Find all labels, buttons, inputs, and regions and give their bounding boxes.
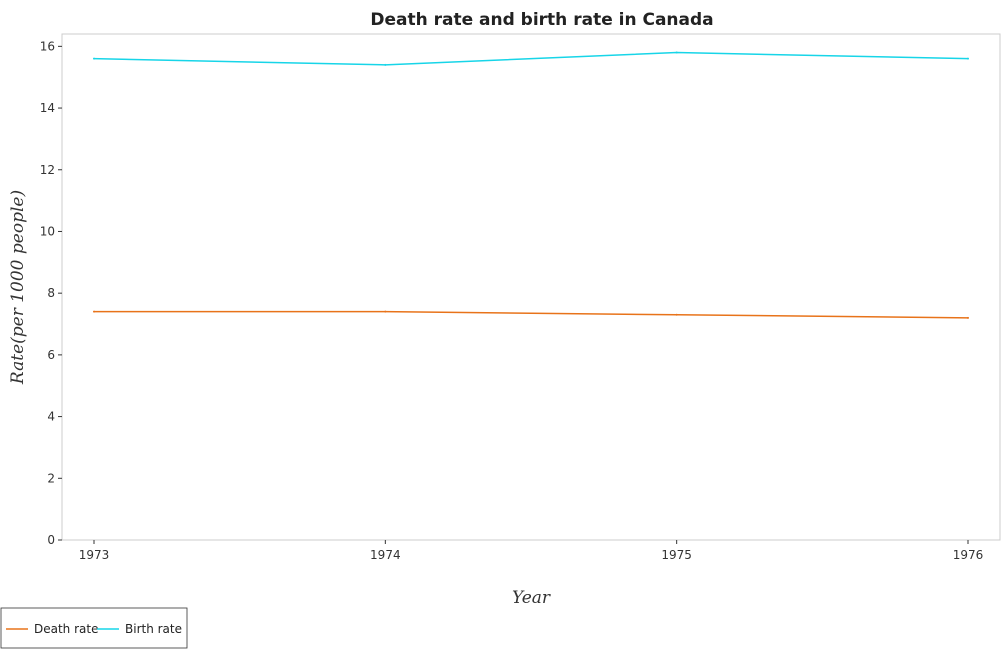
data-point-death-rate xyxy=(675,313,678,316)
y-tick-label: 10 xyxy=(40,224,55,238)
chart-title: Death rate and birth rate in Canada xyxy=(370,10,713,30)
y-tick-label: 2 xyxy=(47,471,55,485)
y-tick-label: 4 xyxy=(47,410,55,424)
y-axis: 0 2 4 6 8 10 12 14 16 xyxy=(40,39,62,547)
legend: Death rate Birth rate xyxy=(0,607,188,649)
data-point-birth-rate xyxy=(384,63,387,66)
data-point-death-rate xyxy=(967,316,969,319)
plot-area xyxy=(61,33,1001,541)
x-tick-label: 1976 xyxy=(953,548,984,562)
series-line-death-rate xyxy=(94,310,969,319)
data-point-death-rate xyxy=(384,310,387,313)
x-tick-label: 1973 xyxy=(79,548,110,562)
y-tick-label: 6 xyxy=(47,348,55,362)
legend-label-death-rate: Death rate xyxy=(34,622,98,636)
x-axis-label: Year xyxy=(512,588,551,608)
y-tick-label: 8 xyxy=(47,286,55,300)
legend-label-birth-rate: Birth rate xyxy=(125,622,182,636)
x-tick-label: 1975 xyxy=(661,548,692,562)
data-point-birth-rate xyxy=(93,57,95,60)
y-tick-label: 0 xyxy=(47,533,55,547)
y-tick-label: 14 xyxy=(40,101,55,115)
y-tick-label: 16 xyxy=(40,39,55,53)
x-tick-label: 1974 xyxy=(370,548,401,562)
x-axis: 1973 1974 1975 1976 xyxy=(79,540,984,562)
data-point-death-rate xyxy=(93,310,95,313)
legend-box xyxy=(0,607,188,649)
series-layer xyxy=(93,51,969,319)
series-line-birth-rate xyxy=(93,51,969,66)
y-tick-label: 12 xyxy=(40,163,55,177)
data-point-birth-rate xyxy=(675,51,678,54)
y-axis-label: Rate(per 1000 people) xyxy=(8,190,28,385)
data-point-birth-rate xyxy=(967,57,969,60)
